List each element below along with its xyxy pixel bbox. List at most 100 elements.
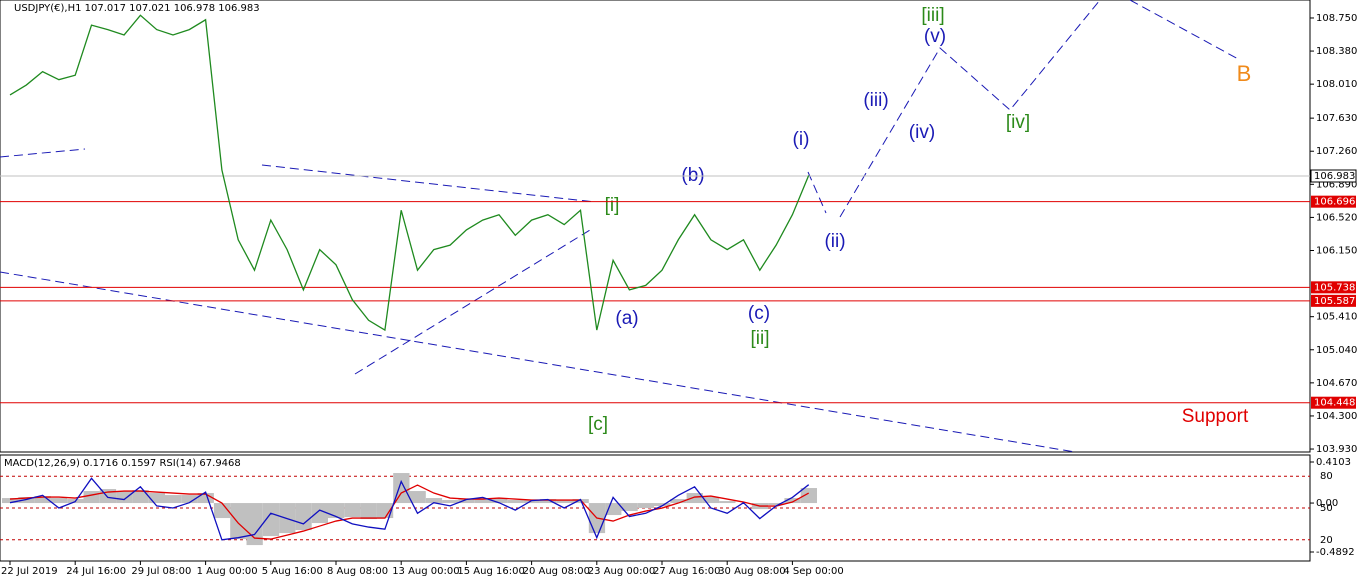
wave-label: (i) [793,129,810,150]
x-tick-label: 29 Jul 08:00 [131,566,191,577]
x-tick-label: 23 Aug 00:00 [588,566,655,577]
macd-bar [409,491,426,504]
x-tick-label: 4 Sep 00:00 [783,566,843,577]
macd-bar [800,488,817,504]
macd-bar [637,503,654,509]
wave-label: [iii] [921,5,944,26]
wave-label: [ii] [751,328,770,349]
x-tick-label: 30 Aug 08:00 [718,566,785,577]
y-tick-label: 108.010 [1316,79,1357,90]
y-tick-label: 105.040 [1316,345,1357,356]
indicator-header: MACD(12,26,9) 0.1716 0.1597 RSI(14) 67.9… [4,458,241,469]
y-tick-label: 80 [1320,471,1333,482]
price-panel [0,0,1311,453]
macd-bar [213,503,231,519]
x-tick-label: 1 Aug 00:00 [197,566,258,577]
macd-bar [686,493,703,504]
macd-bar [474,498,491,504]
y2-tick-label: 0.4103 [1316,457,1351,468]
level-label: 105.738 [1314,282,1355,293]
macd-bar [344,503,361,518]
wave-label: [iv] [1006,112,1030,133]
symbol-header: USDJPY(€),H1 107.017 107.021 106.978 106… [14,3,260,14]
macd-bar [539,499,557,504]
macd-bar [654,503,671,507]
y-tick-label: 106.150 [1316,245,1357,256]
x-tick-label: 20 Aug 08:00 [523,566,590,577]
macd-bar [458,499,475,504]
macd-bar [2,498,19,504]
macd-bar [50,498,68,504]
level-box [1311,294,1356,307]
y-tick-label: 20 [1320,535,1333,546]
x-tick-label: 13 Aug 00:00 [392,566,459,577]
macd-bar [442,500,459,504]
level-box [1311,396,1356,409]
macd-bar [507,500,524,504]
macd-bar [719,501,736,504]
y2-tick-label: 0.00 [1316,498,1338,509]
series-line [9,484,810,540]
current-price-label: 106.983 [1314,171,1355,182]
wave-label: (a) [615,308,638,329]
macd-bar [230,503,247,540]
macd-bar [360,503,377,520]
y-tick-label: 50 [1320,503,1333,514]
macd-bar [556,500,573,504]
wave-label: (iii) [863,90,888,111]
macd-bar [425,498,443,504]
x-tick-label: 5 Aug 16:00 [262,566,323,577]
macd-bar [702,497,720,504]
y-tick-label: 105.410 [1316,312,1357,323]
macd-bar [132,490,149,504]
current-price-box [1310,169,1357,183]
wave-label: (ii) [824,231,845,252]
macd-bar [181,495,198,504]
y-tick-label: 107.260 [1316,146,1357,157]
macd-bar [165,495,182,504]
y-tick-label: 106.890 [1316,179,1357,190]
macd-bar [670,499,687,504]
macd-bar [83,491,100,504]
macd-bar [784,498,801,504]
x-tick-label: 24 Jul 16:00 [66,566,126,577]
series-line [9,477,810,541]
wave-label: [c] [588,414,608,435]
y-tick-label: 104.670 [1316,378,1357,389]
wave-label: B [1237,61,1252,86]
y-tick-label: 108.380 [1316,46,1357,57]
y-tick-label: 108.750 [1316,13,1357,24]
support-label: Support [1182,406,1249,427]
wave-label: (v) [924,26,946,47]
level-box [1311,281,1356,294]
macd-bar [295,503,312,531]
macd-bar [621,503,638,512]
macd-bar [148,493,165,504]
x-tick-label: 22 Jul 2019 [1,566,58,577]
wave-label: (c) [748,303,770,324]
level-label: 106.696 [1314,197,1355,208]
level-box [1311,195,1356,208]
x-tick-label: 27 Aug 16:00 [653,566,720,577]
y-tick-label: 106.520 [1316,212,1357,223]
macd-bar [262,503,280,537]
x-tick-label: 15 Aug 16:00 [457,566,524,577]
macd-bar [393,473,410,504]
macd-bar [311,503,328,524]
y-tick-label: 103.930 [1316,444,1357,455]
x-tick-label: 8 Aug 08:00 [327,566,388,577]
macd-bar [491,498,508,504]
macd-bar [116,491,133,504]
trend-lines [0,0,1241,453]
y-tick-label: 104.300 [1316,411,1357,422]
y2-tick-label: -0.4892 [1316,547,1355,558]
macd-bar [376,503,394,519]
y-tick-label: 107.630 [1316,113,1357,124]
series-line [9,14,810,332]
macd-bar [34,496,51,504]
macd-bar [523,500,540,504]
level-label: 104.448 [1314,398,1355,409]
level-label: 105.587 [1314,296,1355,307]
wave-label: [i] [605,195,620,216]
